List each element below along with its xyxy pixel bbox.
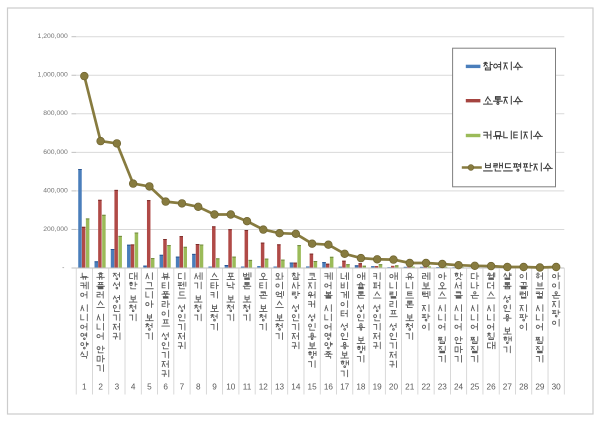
svg-text:5: 5 xyxy=(147,383,152,392)
svg-text:26: 26 xyxy=(487,383,497,392)
svg-text:20: 20 xyxy=(389,383,399,392)
svg-text:16: 16 xyxy=(324,383,334,392)
svg-text:11: 11 xyxy=(243,383,252,392)
svg-text:9: 9 xyxy=(212,383,217,392)
svg-text:10: 10 xyxy=(226,383,236,392)
svg-text:600,000: 600,000 xyxy=(43,149,68,156)
svg-text:6: 6 xyxy=(163,383,168,392)
svg-text:14: 14 xyxy=(291,383,301,392)
svg-text:15: 15 xyxy=(308,383,318,392)
svg-text:18: 18 xyxy=(356,383,366,392)
svg-text:3: 3 xyxy=(115,383,120,392)
svg-text:13: 13 xyxy=(275,383,285,392)
svg-text:1,000,000: 1,000,000 xyxy=(38,72,68,79)
svg-text:25: 25 xyxy=(470,383,480,392)
svg-text:200,000: 200,000 xyxy=(43,226,68,233)
svg-text:800,000: 800,000 xyxy=(43,110,68,117)
svg-text:8: 8 xyxy=(196,383,201,392)
svg-text:2: 2 xyxy=(98,383,103,392)
svg-text:23: 23 xyxy=(438,383,448,392)
svg-text:21: 21 xyxy=(405,383,415,392)
svg-text:30: 30 xyxy=(552,383,562,392)
svg-text:-: - xyxy=(62,265,64,272)
svg-text:28: 28 xyxy=(519,383,529,392)
svg-text:12: 12 xyxy=(259,383,269,392)
svg-text:29: 29 xyxy=(535,383,545,392)
svg-text:7: 7 xyxy=(180,383,185,392)
svg-text:22: 22 xyxy=(421,383,431,392)
svg-text:400,000: 400,000 xyxy=(43,187,68,194)
svg-text:4: 4 xyxy=(131,383,136,392)
svg-text:27: 27 xyxy=(503,383,513,392)
svg-text:17: 17 xyxy=(340,383,350,392)
svg-text:24: 24 xyxy=(454,383,464,392)
svg-text:19: 19 xyxy=(373,383,383,392)
svg-text:1,200,000: 1,200,000 xyxy=(38,33,68,40)
svg-text:1: 1 xyxy=(82,383,87,392)
